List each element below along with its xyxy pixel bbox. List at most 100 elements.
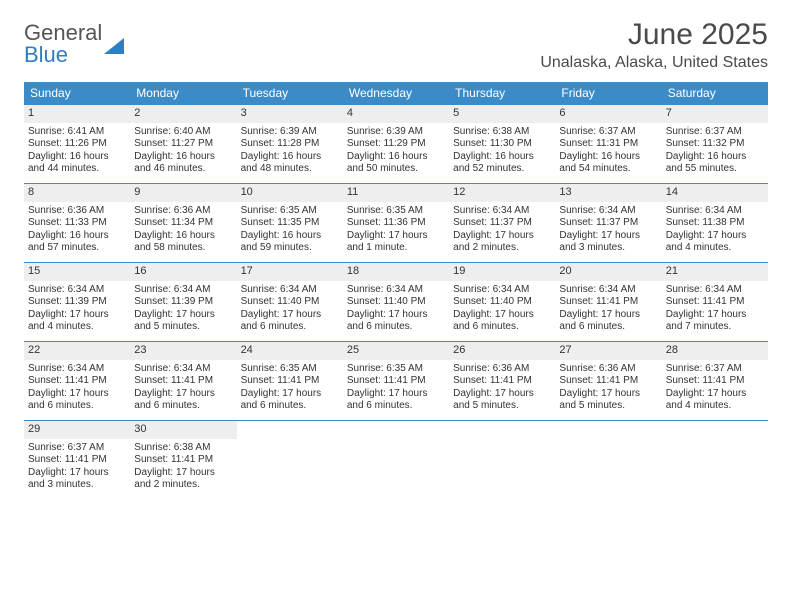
day-cell: 28Sunrise: 6:37 AMSunset: 11:41 PMDaylig… bbox=[662, 342, 768, 420]
sunset-text: Sunset: 11:39 PM bbox=[28, 296, 126, 309]
day-cell: 15Sunrise: 6:34 AMSunset: 11:39 PMDaylig… bbox=[24, 263, 130, 341]
sunrise-text: Sunrise: 6:38 AM bbox=[453, 126, 551, 139]
sunset-text: Sunset: 11:33 PM bbox=[28, 217, 126, 230]
day-number: 7 bbox=[662, 105, 768, 123]
sunset-text: Sunset: 11:41 PM bbox=[347, 375, 445, 388]
sunrise-text: Sunrise: 6:36 AM bbox=[559, 363, 657, 376]
daylight-text: Daylight: 17 hours and 6 minutes. bbox=[347, 309, 445, 334]
dow-cell: Wednesday bbox=[343, 82, 449, 104]
day-number: 9 bbox=[130, 184, 236, 202]
daylight-text: Daylight: 16 hours and 44 minutes. bbox=[28, 151, 126, 176]
day-cell: 20Sunrise: 6:34 AMSunset: 11:41 PMDaylig… bbox=[555, 263, 661, 341]
sunset-text: Sunset: 11:41 PM bbox=[453, 375, 551, 388]
day-number: 2 bbox=[130, 105, 236, 123]
day-number: 29 bbox=[24, 421, 130, 439]
day-cell: 29Sunrise: 6:37 AMSunset: 11:41 PMDaylig… bbox=[24, 421, 130, 499]
day-cell: 14Sunrise: 6:34 AMSunset: 11:38 PMDaylig… bbox=[662, 184, 768, 262]
day-number: 3 bbox=[237, 105, 343, 123]
dow-cell: Thursday bbox=[449, 82, 555, 104]
sunset-text: Sunset: 11:34 PM bbox=[134, 217, 232, 230]
sunset-text: Sunset: 11:41 PM bbox=[666, 296, 764, 309]
daylight-text: Daylight: 17 hours and 6 minutes. bbox=[241, 309, 339, 334]
sunrise-text: Sunrise: 6:34 AM bbox=[28, 363, 126, 376]
sunrise-text: Sunrise: 6:34 AM bbox=[453, 284, 551, 297]
sunrise-text: Sunrise: 6:37 AM bbox=[559, 126, 657, 139]
sunset-text: Sunset: 11:40 PM bbox=[453, 296, 551, 309]
daylight-text: Daylight: 17 hours and 4 minutes. bbox=[666, 388, 764, 413]
daylight-text: Daylight: 16 hours and 46 minutes. bbox=[134, 151, 232, 176]
day-cell: 22Sunrise: 6:34 AMSunset: 11:41 PMDaylig… bbox=[24, 342, 130, 420]
week-row: 8Sunrise: 6:36 AMSunset: 11:33 PMDayligh… bbox=[24, 183, 768, 262]
empty-day-cell bbox=[555, 421, 661, 499]
sunset-text: Sunset: 11:37 PM bbox=[559, 217, 657, 230]
sunrise-text: Sunrise: 6:34 AM bbox=[453, 205, 551, 218]
daylight-text: Daylight: 17 hours and 3 minutes. bbox=[559, 230, 657, 255]
weeks-container: 1Sunrise: 6:41 AMSunset: 11:26 PMDayligh… bbox=[24, 104, 768, 499]
sunset-text: Sunset: 11:39 PM bbox=[134, 296, 232, 309]
sunset-text: Sunset: 11:41 PM bbox=[28, 454, 126, 467]
daylight-text: Daylight: 16 hours and 58 minutes. bbox=[134, 230, 232, 255]
sunrise-text: Sunrise: 6:34 AM bbox=[134, 363, 232, 376]
daylight-text: Daylight: 16 hours and 54 minutes. bbox=[559, 151, 657, 176]
sunrise-text: Sunrise: 6:34 AM bbox=[559, 205, 657, 218]
daylight-text: Daylight: 17 hours and 1 minute. bbox=[347, 230, 445, 255]
calendar: SundayMondayTuesdayWednesdayThursdayFrid… bbox=[24, 82, 768, 499]
sunrise-text: Sunrise: 6:34 AM bbox=[134, 284, 232, 297]
sunset-text: Sunset: 11:31 PM bbox=[559, 138, 657, 151]
page: General Blue June 2025 Unalaska, Alaska,… bbox=[0, 0, 792, 511]
day-cell: 7Sunrise: 6:37 AMSunset: 11:32 PMDayligh… bbox=[662, 105, 768, 183]
logo-text-1: General bbox=[24, 22, 102, 44]
sunrise-text: Sunrise: 6:34 AM bbox=[347, 284, 445, 297]
day-number: 1 bbox=[24, 105, 130, 123]
day-cell: 21Sunrise: 6:34 AMSunset: 11:41 PMDaylig… bbox=[662, 263, 768, 341]
sunrise-text: Sunrise: 6:37 AM bbox=[28, 442, 126, 455]
sunset-text: Sunset: 11:29 PM bbox=[347, 138, 445, 151]
sunrise-text: Sunrise: 6:40 AM bbox=[134, 126, 232, 139]
sunset-text: Sunset: 11:32 PM bbox=[666, 138, 764, 151]
logo: General Blue bbox=[24, 22, 124, 66]
sunset-text: Sunset: 11:41 PM bbox=[134, 375, 232, 388]
day-number: 16 bbox=[130, 263, 236, 281]
day-number: 8 bbox=[24, 184, 130, 202]
day-number: 20 bbox=[555, 263, 661, 281]
day-cell: 18Sunrise: 6:34 AMSunset: 11:40 PMDaylig… bbox=[343, 263, 449, 341]
daylight-text: Daylight: 16 hours and 57 minutes. bbox=[28, 230, 126, 255]
daylight-text: Daylight: 16 hours and 55 minutes. bbox=[666, 151, 764, 176]
sunset-text: Sunset: 11:40 PM bbox=[347, 296, 445, 309]
sunset-text: Sunset: 11:36 PM bbox=[347, 217, 445, 230]
day-cell: 25Sunrise: 6:35 AMSunset: 11:41 PMDaylig… bbox=[343, 342, 449, 420]
day-cell: 8Sunrise: 6:36 AMSunset: 11:33 PMDayligh… bbox=[24, 184, 130, 262]
daylight-text: Daylight: 17 hours and 6 minutes. bbox=[559, 309, 657, 334]
dow-cell: Tuesday bbox=[237, 82, 343, 104]
day-cell: 23Sunrise: 6:34 AMSunset: 11:41 PMDaylig… bbox=[130, 342, 236, 420]
day-cell: 27Sunrise: 6:36 AMSunset: 11:41 PMDaylig… bbox=[555, 342, 661, 420]
sunrise-text: Sunrise: 6:34 AM bbox=[559, 284, 657, 297]
sunrise-text: Sunrise: 6:39 AM bbox=[347, 126, 445, 139]
daylight-text: Daylight: 17 hours and 4 minutes. bbox=[666, 230, 764, 255]
daylight-text: Daylight: 16 hours and 50 minutes. bbox=[347, 151, 445, 176]
day-number: 30 bbox=[130, 421, 236, 439]
day-of-week-header: SundayMondayTuesdayWednesdayThursdayFrid… bbox=[24, 82, 768, 104]
daylight-text: Daylight: 17 hours and 5 minutes. bbox=[559, 388, 657, 413]
sunrise-text: Sunrise: 6:41 AM bbox=[28, 126, 126, 139]
empty-day-cell bbox=[662, 421, 768, 499]
sunset-text: Sunset: 11:37 PM bbox=[453, 217, 551, 230]
day-number: 11 bbox=[343, 184, 449, 202]
sunrise-text: Sunrise: 6:35 AM bbox=[241, 205, 339, 218]
day-cell: 24Sunrise: 6:35 AMSunset: 11:41 PMDaylig… bbox=[237, 342, 343, 420]
sunset-text: Sunset: 11:28 PM bbox=[241, 138, 339, 151]
sunset-text: Sunset: 11:41 PM bbox=[666, 375, 764, 388]
day-number: 13 bbox=[555, 184, 661, 202]
week-row: 29Sunrise: 6:37 AMSunset: 11:41 PMDaylig… bbox=[24, 420, 768, 499]
sunrise-text: Sunrise: 6:37 AM bbox=[666, 363, 764, 376]
day-number: 19 bbox=[449, 263, 555, 281]
day-cell: 12Sunrise: 6:34 AMSunset: 11:37 PMDaylig… bbox=[449, 184, 555, 262]
daylight-text: Daylight: 17 hours and 6 minutes. bbox=[28, 388, 126, 413]
daylight-text: Daylight: 17 hours and 6 minutes. bbox=[134, 388, 232, 413]
sunset-text: Sunset: 11:41 PM bbox=[559, 375, 657, 388]
sunrise-text: Sunrise: 6:35 AM bbox=[241, 363, 339, 376]
day-number: 24 bbox=[237, 342, 343, 360]
dow-cell: Saturday bbox=[662, 82, 768, 104]
day-cell: 26Sunrise: 6:36 AMSunset: 11:41 PMDaylig… bbox=[449, 342, 555, 420]
empty-day-cell bbox=[343, 421, 449, 499]
